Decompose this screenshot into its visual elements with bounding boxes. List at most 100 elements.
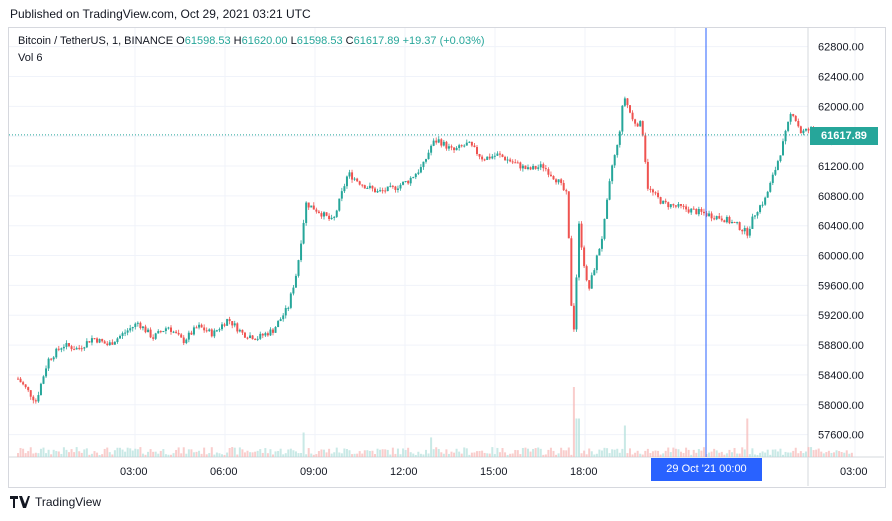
volume-bar bbox=[794, 447, 797, 457]
candle-body bbox=[80, 348, 83, 350]
volume-bar bbox=[389, 454, 392, 457]
volume-bar bbox=[269, 449, 272, 457]
volume-bar bbox=[453, 452, 456, 457]
volume-bar bbox=[83, 449, 86, 457]
candle-body bbox=[198, 324, 201, 328]
candle-body bbox=[243, 332, 246, 338]
candle-body bbox=[521, 165, 524, 169]
volume-bar bbox=[519, 454, 522, 457]
candle-body bbox=[608, 181, 611, 200]
candle-body bbox=[284, 308, 287, 316]
volume-bar bbox=[575, 418, 578, 457]
volume-bar bbox=[231, 447, 234, 457]
volume-bar bbox=[409, 452, 412, 457]
candle-body bbox=[491, 156, 494, 159]
candle-body bbox=[152, 337, 155, 339]
volume-bar bbox=[725, 453, 728, 457]
candle-body bbox=[60, 348, 63, 350]
candle-body bbox=[784, 130, 787, 142]
candle-body bbox=[455, 147, 458, 151]
candle-body bbox=[254, 339, 257, 341]
volume-bar bbox=[192, 452, 195, 457]
volume-bar bbox=[80, 452, 83, 457]
y-tick-label: 62000.00 bbox=[818, 101, 864, 113]
volume-bar bbox=[766, 449, 769, 457]
tradingview-logo-icon bbox=[10, 496, 30, 508]
candle-body bbox=[98, 338, 101, 343]
candle-body bbox=[391, 185, 394, 187]
candle-body bbox=[323, 212, 325, 217]
low-label: L bbox=[290, 35, 297, 47]
candle-body bbox=[361, 184, 364, 186]
candle-body bbox=[631, 112, 634, 120]
candle-body bbox=[695, 208, 698, 215]
volume-bar bbox=[338, 452, 341, 457]
volume-bar bbox=[804, 451, 807, 457]
candle-body bbox=[351, 172, 354, 180]
volume-bar bbox=[468, 454, 471, 457]
candle-body bbox=[93, 338, 96, 340]
candle-body bbox=[149, 329, 152, 338]
volume-bar bbox=[386, 449, 389, 457]
volume-bar bbox=[657, 450, 660, 457]
volume-bar bbox=[488, 453, 491, 457]
volume-bar bbox=[460, 453, 463, 457]
candle-body bbox=[134, 323, 137, 328]
volume-bar bbox=[792, 450, 795, 457]
volume-bar bbox=[511, 453, 514, 457]
candle-body bbox=[22, 382, 25, 385]
last-price-tag: 61617.89 bbox=[810, 127, 878, 145]
volume-bar bbox=[833, 452, 835, 457]
volume-bar bbox=[134, 448, 137, 457]
volume-bar bbox=[228, 448, 231, 457]
candle-body bbox=[713, 218, 716, 220]
candle-body bbox=[269, 329, 272, 336]
candle-body bbox=[366, 187, 369, 189]
candle-body bbox=[575, 277, 578, 330]
candle-body bbox=[616, 144, 619, 156]
volume-bar bbox=[402, 448, 405, 457]
volume-bar bbox=[646, 448, 649, 457]
volume-bar bbox=[835, 450, 838, 457]
candle-body bbox=[376, 190, 379, 193]
candle-body bbox=[287, 307, 290, 309]
volume-bar bbox=[111, 454, 114, 457]
footer-branding[interactable]: TradingView bbox=[10, 495, 101, 509]
candle-body bbox=[682, 205, 685, 207]
candle-body bbox=[565, 190, 568, 192]
volume-bar bbox=[572, 387, 575, 457]
volume-bar bbox=[807, 447, 810, 457]
volume-bar bbox=[521, 447, 524, 457]
candle-body bbox=[741, 230, 744, 232]
volume-bar bbox=[287, 449, 290, 457]
volume-bar bbox=[98, 454, 101, 457]
volume-bar bbox=[611, 449, 614, 457]
volume-bar bbox=[106, 447, 109, 457]
candle-body bbox=[427, 152, 430, 160]
candle-body bbox=[19, 378, 22, 383]
volume-bar bbox=[784, 451, 787, 457]
volume-bar bbox=[139, 447, 142, 457]
volume-bar bbox=[90, 453, 93, 457]
volume-bar bbox=[62, 447, 65, 457]
volume-bar bbox=[300, 453, 303, 457]
volume-bar bbox=[149, 449, 152, 457]
candle-body bbox=[328, 215, 331, 220]
volume-bar bbox=[126, 447, 129, 457]
volume-bar bbox=[254, 451, 257, 457]
x-tick-label: 18:00 bbox=[570, 466, 598, 478]
chart-pane[interactable] bbox=[8, 27, 886, 488]
candle-body bbox=[116, 338, 119, 343]
candle-body bbox=[639, 121, 642, 127]
volume-bar bbox=[141, 453, 144, 457]
candle-body bbox=[170, 327, 172, 332]
volume-bar bbox=[481, 450, 484, 457]
volume-bar bbox=[70, 449, 73, 457]
candle-body bbox=[585, 266, 588, 281]
y-tick-label: 61200.00 bbox=[818, 161, 864, 173]
candle-body bbox=[101, 338, 104, 342]
candle-body bbox=[764, 197, 767, 205]
candle-body bbox=[685, 206, 688, 210]
candle-body bbox=[305, 202, 308, 223]
